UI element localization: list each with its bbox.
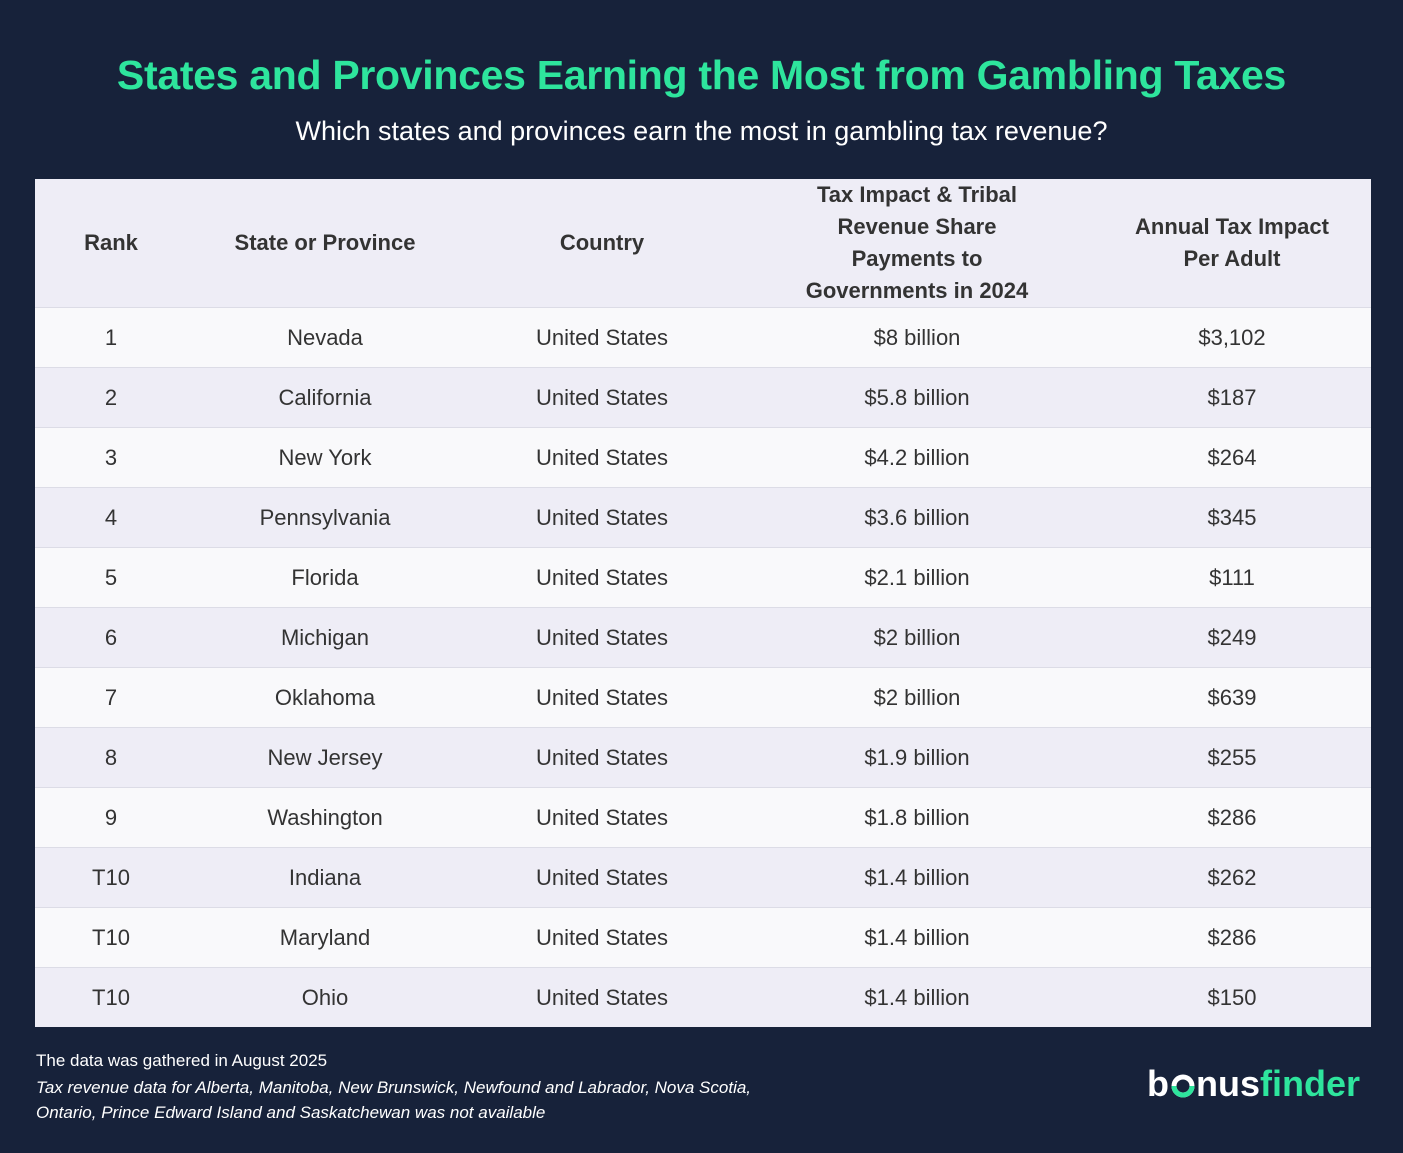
country-cell: United States bbox=[463, 967, 741, 1027]
column-header-rank: Rank bbox=[35, 179, 187, 308]
logo-o-icon bbox=[1171, 1074, 1195, 1098]
country-cell: United States bbox=[463, 907, 741, 968]
per-adult-cell: $249 bbox=[1093, 607, 1371, 668]
country-cell: United States bbox=[463, 547, 741, 608]
country-cell: United States bbox=[463, 667, 741, 728]
per-adult-cell: $255 bbox=[1093, 727, 1371, 788]
state-cell: Washington bbox=[187, 787, 463, 848]
per-adult-cell: $286 bbox=[1093, 787, 1371, 848]
state-cell: New York bbox=[187, 427, 463, 488]
column-header-per-adult: Annual Tax Impact Per Adult bbox=[1093, 179, 1371, 308]
logo-text-finder: finder bbox=[1260, 1063, 1360, 1104]
rank-cell: 4 bbox=[35, 487, 187, 548]
tax-impact-cell: $5.8 billion bbox=[741, 367, 1093, 428]
country-cell: United States bbox=[463, 847, 741, 908]
bonusfinder-logo: b nus finder bbox=[1147, 1062, 1367, 1106]
rank-cell: 1 bbox=[35, 307, 187, 368]
table-body: 1 Nevada United States $8 billion $3,102 2 Cal… bbox=[35, 307, 1371, 1027]
tax-impact-cell: $2.1 billion bbox=[741, 547, 1093, 608]
tax-impact-cell: $2 billion bbox=[741, 667, 1093, 728]
state-cell: Oklahoma bbox=[187, 667, 463, 728]
footnote-disclaimer: Tax revenue data for Alberta, Manitoba, … bbox=[36, 1078, 752, 1122]
tax-impact-cell: $1.9 billion bbox=[741, 727, 1093, 788]
country-cell: United States bbox=[463, 367, 741, 428]
table-row: 6 Michigan United States $2 billion $249 bbox=[35, 607, 1371, 668]
table-row: 7 Oklahoma United States $2 billion $639 bbox=[35, 667, 1371, 728]
state-cell: Michigan bbox=[187, 607, 463, 668]
table-row: T10 Indiana United States $1.4 billion $262 bbox=[35, 847, 1371, 908]
state-cell: Florida bbox=[187, 547, 463, 608]
table-row: 5 Florida United States $2.1 billion $111 bbox=[35, 547, 1371, 608]
table-row: T10 Ohio United States $1.4 billion $150 bbox=[35, 967, 1371, 1027]
state-cell: Pennsylvania bbox=[187, 487, 463, 548]
per-adult-cell: $3,102 bbox=[1093, 307, 1371, 368]
table-row: T10 Maryland United States $1.4 billion $286 bbox=[35, 907, 1371, 968]
state-cell: Indiana bbox=[187, 847, 463, 908]
per-adult-cell: $150 bbox=[1093, 967, 1371, 1027]
country-cell: United States bbox=[463, 307, 741, 368]
rank-cell: 9 bbox=[35, 787, 187, 848]
tax-impact-cell: $4.2 billion bbox=[741, 427, 1093, 488]
table-row: 1 Nevada United States $8 billion $3,102 bbox=[35, 307, 1371, 368]
table-row: 3 New York United States $4.2 billion $264 bbox=[35, 427, 1371, 488]
table-header-row: Rank State or Province Country Tax Impac… bbox=[35, 179, 1371, 308]
tax-impact-cell: $2 billion bbox=[741, 607, 1093, 668]
per-adult-cell: $111 bbox=[1093, 547, 1371, 608]
rank-cell: T10 bbox=[35, 967, 187, 1027]
logo-text-nus: nus bbox=[1196, 1063, 1260, 1104]
tax-impact-cell: $1.8 billion bbox=[741, 787, 1093, 848]
table-row: 2 California United States $5.8 billion $187 bbox=[35, 367, 1371, 428]
per-adult-cell: $639 bbox=[1093, 667, 1371, 728]
tax-impact-cell: $8 billion bbox=[741, 307, 1093, 368]
footnote-date: The data was gathered in August 2025 bbox=[36, 1051, 328, 1070]
per-adult-cell: $286 bbox=[1093, 907, 1371, 968]
table-row: 8 New Jersey United States $1.9 billion $255 bbox=[35, 727, 1371, 788]
per-adult-cell: $187 bbox=[1093, 367, 1371, 428]
rank-cell: 6 bbox=[35, 607, 187, 668]
rank-cell: T10 bbox=[35, 907, 187, 968]
column-header-state: State or Province bbox=[187, 179, 463, 308]
state-cell: Ohio bbox=[187, 967, 463, 1027]
rank-cell: 8 bbox=[35, 727, 187, 788]
rank-cell: 2 bbox=[35, 367, 187, 428]
country-cell: United States bbox=[463, 607, 741, 668]
country-cell: United States bbox=[463, 787, 741, 848]
tax-impact-cell: $3.6 billion bbox=[741, 487, 1093, 548]
state-cell: Nevada bbox=[187, 307, 463, 368]
state-cell: New Jersey bbox=[187, 727, 463, 788]
per-adult-cell: $345 bbox=[1093, 487, 1371, 548]
rank-cell: T10 bbox=[35, 847, 187, 908]
rank-cell: 5 bbox=[35, 547, 187, 608]
column-header-tax-impact: Tax Impact & Tribal Revenue Share Paymen… bbox=[741, 179, 1093, 308]
state-cell: Maryland bbox=[187, 907, 463, 968]
chart-title: States and Provinces Earning the Most fr… bbox=[116, 52, 1287, 98]
rank-cell: 7 bbox=[35, 667, 187, 728]
per-adult-cell: $264 bbox=[1093, 427, 1371, 488]
rank-cell: 3 bbox=[35, 427, 187, 488]
tax-impact-cell: $1.4 billion bbox=[741, 967, 1093, 1027]
chart-subtitle: Which states and provinces earn the most… bbox=[295, 116, 1108, 146]
bonusfinder-logo-mark: b nus finder bbox=[1147, 1063, 1360, 1104]
state-cell: California bbox=[187, 367, 463, 428]
logo-text-b: b bbox=[1147, 1063, 1169, 1104]
column-header-country: Country bbox=[463, 179, 741, 308]
tax-impact-cell: $1.4 billion bbox=[741, 907, 1093, 968]
country-cell: United States bbox=[463, 427, 741, 488]
country-cell: United States bbox=[463, 727, 741, 788]
country-cell: United States bbox=[463, 487, 741, 548]
table-row: 9 Washington United States $1.8 billion $286 bbox=[35, 787, 1371, 848]
tax-impact-cell: $1.4 billion bbox=[741, 847, 1093, 908]
data-table-container: Rank State or Province Country Tax Impac… bbox=[35, 179, 1371, 1027]
per-adult-cell: $262 bbox=[1093, 847, 1371, 908]
table-row: 4 Pennsylvania United States $3.6 billion $3… bbox=[35, 487, 1371, 548]
data-table: Rank State or Province Country Tax Impac… bbox=[35, 179, 1371, 1027]
